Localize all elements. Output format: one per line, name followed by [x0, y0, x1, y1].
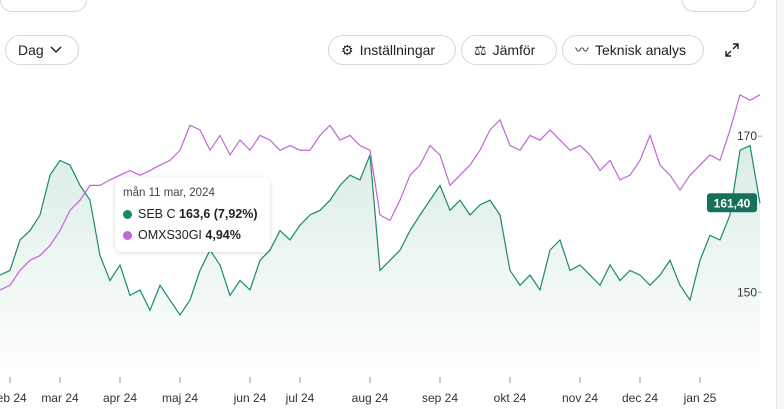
line [0, 144, 761, 316]
y-tick-label: 170 [737, 129, 757, 143]
interval-button[interactable]: Dag [5, 35, 79, 65]
x-tick-label: jun 24 [233, 391, 267, 405]
line [0, 93, 761, 291]
settings-label: Inställningar [359, 42, 436, 58]
price-badge [707, 193, 757, 213]
settings-button[interactable]: ⚙ Inställningar [328, 35, 456, 65]
x-tick-label: jul 24 [285, 391, 315, 405]
right-edge [776, 0, 784, 409]
tooltip-date: mån 11 mar, 2024 [123, 187, 215, 199]
gear-icon: ⚙ [341, 41, 354, 58]
x-tick-label: okt 24 [494, 391, 527, 405]
technical-button[interactable]: 〰 Teknisk analys [562, 35, 704, 65]
legend-dot [123, 231, 132, 240]
area [0, 145, 760, 375]
expand-icon[interactable] [724, 42, 740, 58]
x-tick-label: mar 24 [41, 391, 79, 405]
x-tick-label: maj 24 [162, 391, 198, 405]
tooltip-series-a-value: 163,6 (7,92%) [179, 207, 258, 221]
interval-label: Dag [18, 42, 44, 58]
legend-dot [123, 210, 132, 219]
x-tick-label: nov 24 [562, 391, 598, 405]
x-tick-label: jan 25 [683, 391, 717, 405]
tooltip: mån 11 mar, 2024 SEB C 163,6 (7,92%) OMX… [115, 177, 270, 252]
price-badge-label: 161,40 [714, 196, 751, 210]
tooltip-series-a: SEB C [138, 207, 176, 221]
compare-button[interactable]: ⚖ Jämför [461, 35, 557, 65]
tooltip-series-b: OMXS30GI [138, 228, 202, 242]
x-tick-label: dec 24 [622, 391, 658, 405]
chevron [50, 46, 62, 54]
tooltip-series-b-value: 4,94% [205, 228, 241, 242]
x-tick-label: apr 24 [103, 391, 137, 405]
x-tick-label: aug 24 [352, 391, 389, 405]
x-tick-label: feb 24 [0, 391, 27, 405]
compare-label: Jämför [492, 42, 536, 58]
scale-icon: ⚖ [474, 41, 487, 58]
technical-label: Teknisk analys [595, 42, 687, 58]
trend-icon: 〰 [575, 42, 589, 58]
x-tick-label: sep 24 [422, 391, 458, 405]
